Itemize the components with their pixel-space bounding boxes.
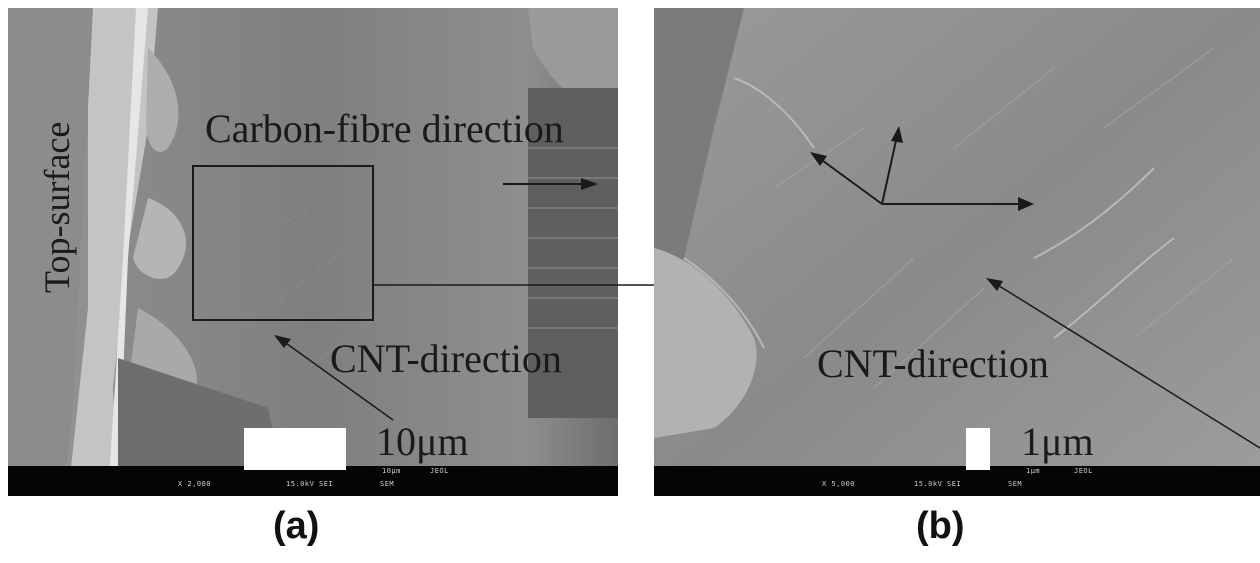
sem-databar-a: 10μm JEOL X 2,000 15.0kV SEI SEM xyxy=(8,466,618,496)
sem-image-b: CNT-direction 1μm 1μm JEOL X 5,000 15.0k… xyxy=(654,8,1260,496)
cnt-arrow-a xyxy=(282,340,394,421)
databar-voltage-a: 15.0kV SEI xyxy=(286,480,334,488)
databar-length-a: 10μm xyxy=(382,467,401,475)
sem-texture-a xyxy=(8,8,618,496)
region-box xyxy=(192,165,374,321)
scale-label-a: 10μm xyxy=(376,419,469,464)
databar-brand-a: JEOL xyxy=(430,467,449,475)
sem-databar-b: 1μm JEOL X 5,000 15.0kV SEI SEM xyxy=(654,466,1260,496)
databar-brand-b: JEOL xyxy=(1074,467,1093,475)
databar-mode-b: SEM xyxy=(1008,480,1023,488)
direction-arrow-left xyxy=(818,157,883,205)
top-surface-label: Top-surface xyxy=(37,121,77,293)
scale-label-b: 1μm xyxy=(1021,419,1094,464)
cnt-direction-label-b: CNT-direction xyxy=(817,341,1049,386)
direction-arrow-up xyxy=(881,135,898,205)
scale-bar-box-a xyxy=(244,428,346,466)
cnt-arrow-b xyxy=(995,283,1260,449)
databar-mode-a: SEM xyxy=(380,480,395,488)
carbon-fibre-direction-label: Carbon-fibre direction xyxy=(205,106,564,151)
databar-voltage-b: 15.0kV SEI xyxy=(914,480,962,488)
databar-scale-line-b xyxy=(966,466,990,470)
caption-a: (a) xyxy=(273,505,320,547)
databar-magnification-b: X 5,000 xyxy=(822,480,856,488)
databar-magnification-a: X 2,000 xyxy=(178,480,212,488)
sem-image-a: Top-surface Carbon-fibre direction CNT-d… xyxy=(8,8,618,496)
caption-b: (b) xyxy=(916,505,965,547)
cnt-direction-label-a: CNT-direction xyxy=(330,336,562,381)
databar-length-b: 1μm xyxy=(1026,467,1041,475)
scale-bar-box-b xyxy=(966,428,990,466)
databar-scale-line-a xyxy=(244,466,346,470)
sem-texture-b xyxy=(654,8,1260,496)
